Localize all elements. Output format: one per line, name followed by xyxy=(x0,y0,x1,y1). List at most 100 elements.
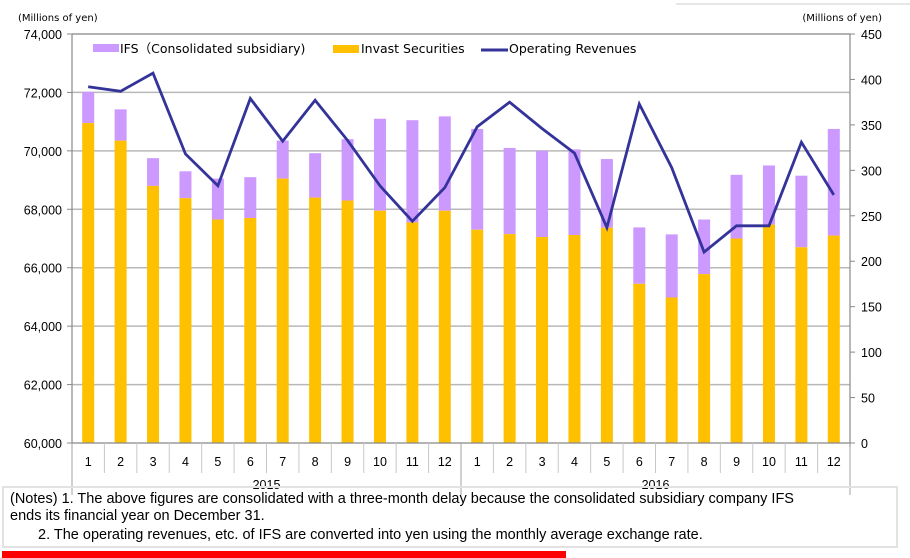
bar-invast xyxy=(665,297,678,443)
left-tick-label: 62,000 xyxy=(24,379,62,393)
bar-invast xyxy=(795,247,808,443)
x-tick-label: 1 xyxy=(474,455,481,469)
bar-invast xyxy=(341,200,354,443)
bar-ifs xyxy=(536,150,549,238)
bar-ifs xyxy=(795,175,808,248)
right-tick-label: 300 xyxy=(861,164,882,178)
right-tick-label: 400 xyxy=(861,73,882,87)
note-1-line-1: (Notes) 1. The above figures are consoli… xyxy=(10,491,794,507)
x-tick-label: 2 xyxy=(117,455,124,469)
bar-invast xyxy=(179,198,192,443)
bar-invast xyxy=(82,123,95,443)
bar-ifs xyxy=(698,219,711,275)
bar-invast xyxy=(730,238,743,443)
x-tick-label: 11 xyxy=(795,455,808,469)
bar-ifs xyxy=(633,227,646,284)
operating-revenue-chart: 60,000 62,000 64,000 66,000 68,000 70,000 72,0… xyxy=(18,13,882,495)
right-tick-label: 350 xyxy=(861,119,882,133)
x-tick-label: 3 xyxy=(539,455,546,469)
bar-ifs xyxy=(179,171,192,199)
bar-ifs xyxy=(827,128,840,236)
bar-ifs xyxy=(373,118,386,211)
x-tick-label: 3 xyxy=(150,455,157,469)
bar-invast xyxy=(406,222,419,443)
x-tick-label: 10 xyxy=(373,455,387,469)
x-tick-label: 8 xyxy=(312,455,319,469)
note-2: 2. The operating revenues, etc. of IFS a… xyxy=(38,527,703,543)
x-tick-label: 10 xyxy=(762,455,776,469)
bar-ifs xyxy=(438,116,451,211)
legend-label-ifs: IFS（Consolidated subsidiary) xyxy=(120,41,305,56)
bar-ifs xyxy=(568,149,581,235)
bar-ifs xyxy=(309,153,322,198)
left-tick-label: 70,000 xyxy=(24,145,62,159)
bar-invast xyxy=(309,197,322,443)
year-label: 2016 xyxy=(642,478,670,492)
legend: IFS（Consolidated subsidiary) Invast Secu… xyxy=(93,41,636,56)
bar-invast xyxy=(211,219,224,443)
x-tick-label: 9 xyxy=(344,455,351,469)
legend-label-invast: Invast Securities xyxy=(361,41,465,56)
legend-swatch-ifs xyxy=(93,44,119,52)
bar-invast xyxy=(471,229,484,443)
x-tick-label: 7 xyxy=(279,455,286,469)
x-tick-label: 7 xyxy=(668,455,675,469)
bar-invast xyxy=(762,224,775,443)
left-tick-label: 72,000 xyxy=(24,86,62,100)
x-tick-label: 5 xyxy=(214,455,221,469)
bar-invast xyxy=(147,185,160,443)
bar-invast xyxy=(438,210,451,443)
right-tick-label: 200 xyxy=(861,255,882,269)
right-tick-label: 50 xyxy=(861,392,875,406)
bar-ifs xyxy=(244,177,257,219)
bar-invast xyxy=(568,234,581,443)
bar-invast xyxy=(373,210,386,443)
operating-revenues-line xyxy=(88,71,835,255)
left-tick-label: 64,000 xyxy=(24,320,62,334)
top-divider xyxy=(676,3,910,5)
x-tick-label: 6 xyxy=(636,455,643,469)
left-axis-unit-label: (Millions of yen) xyxy=(18,13,98,24)
x-tick-label: 9 xyxy=(733,455,740,469)
right-tick-label: 100 xyxy=(861,346,882,360)
bar-invast xyxy=(503,234,516,443)
bar-ifs xyxy=(730,174,743,239)
x-tick-label: 8 xyxy=(701,455,708,469)
legend-label-revenues: Operating Revenues xyxy=(509,41,636,56)
year-label: 2015 xyxy=(253,478,281,492)
bar-invast xyxy=(698,274,711,443)
red-accent-bar xyxy=(2,551,566,558)
right-tick-label: 150 xyxy=(861,301,882,315)
bar-invast xyxy=(536,237,549,443)
right-tick-label: 0 xyxy=(861,437,868,451)
bar-invast xyxy=(827,235,840,443)
x-tick-label: 6 xyxy=(247,455,254,469)
bar-invast xyxy=(244,218,257,443)
axes: 60,000 62,000 64,000 66,000 68,000 70,000 72,0… xyxy=(24,28,882,495)
operating-revenues-line-group xyxy=(88,71,835,255)
legend-swatch-invast xyxy=(333,45,359,53)
x-tick-label: 1 xyxy=(85,455,92,469)
left-tick-label: 74,000 xyxy=(24,28,62,42)
bar-ifs xyxy=(211,178,224,220)
bar-ifs xyxy=(276,140,289,179)
left-tick-label: 60,000 xyxy=(24,437,62,451)
bar-ifs xyxy=(503,147,516,235)
x-tick-label: 12 xyxy=(438,455,452,469)
bar-ifs xyxy=(147,158,160,186)
right-tick-label: 450 xyxy=(861,28,882,42)
bar-invast xyxy=(276,178,289,443)
bar-ifs xyxy=(471,128,484,230)
bar-invast xyxy=(633,283,646,443)
bar-invast xyxy=(600,227,613,443)
right-axis-unit-label: (Millions of yen) xyxy=(802,13,882,24)
left-tick-label: 68,000 xyxy=(24,203,62,217)
bar-ifs xyxy=(341,139,354,201)
x-tick-label: 4 xyxy=(571,455,578,469)
x-tick-label: 2 xyxy=(506,455,513,469)
bar-ifs xyxy=(82,91,95,124)
bar-ifs xyxy=(114,109,127,141)
notes-box: (Notes) 1. The above figures are consoli… xyxy=(2,486,898,548)
gridlines xyxy=(72,33,850,386)
bar-invast xyxy=(114,140,127,443)
